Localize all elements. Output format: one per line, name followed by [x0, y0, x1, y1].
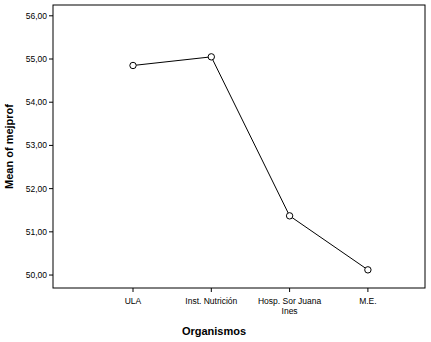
y-tick — [49, 275, 53, 276]
x-tick-label: ULA — [125, 296, 142, 306]
marker — [286, 213, 292, 219]
x-tick-label: Inst. Nutrición — [185, 296, 237, 306]
y-tick-label: 54,00 — [26, 97, 48, 107]
y-tick — [49, 102, 53, 103]
x-tick — [211, 288, 212, 292]
marker — [208, 54, 214, 60]
y-tick-label: 56,00 — [26, 11, 48, 21]
y-tick-label: 52,00 — [26, 184, 48, 194]
x-tick — [367, 288, 368, 292]
y-tick-label: 50,00 — [26, 270, 48, 280]
x-tick — [133, 288, 134, 292]
y-tick — [49, 145, 53, 146]
chart: 50,00 51,00 52,00 53,00 54,00 55,00 56,00 ULA In… — [0, 0, 431, 342]
x-tick-label: Hosp. Sor JuanaInes — [258, 296, 322, 316]
plot-area — [130, 54, 371, 273]
x-axis-label: Organismos — [182, 325, 246, 337]
y-tick-label: 55,00 — [26, 54, 48, 64]
y-axis-label: Mean of mejprof — [3, 104, 15, 189]
marker — [130, 62, 136, 68]
x-tick — [289, 288, 290, 292]
y-tick-label: 53,00 — [26, 140, 48, 150]
y-tick — [49, 188, 53, 189]
x-tick-label: M.E. — [359, 296, 376, 306]
y-tick — [49, 231, 53, 232]
line — [133, 57, 368, 270]
marker — [365, 267, 371, 273]
y-tick-label: 51,00 — [26, 227, 48, 237]
y-tick — [49, 59, 53, 60]
y-tick — [49, 15, 53, 16]
plot-frame — [53, 5, 425, 288]
